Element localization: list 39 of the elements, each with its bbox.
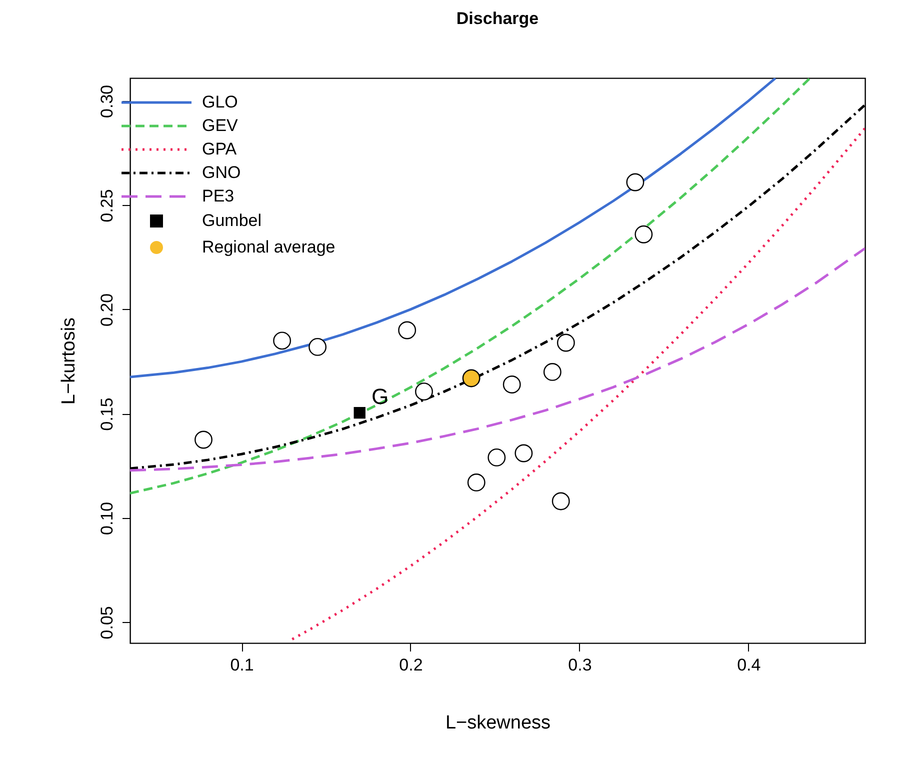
legend-label: Regional average: [202, 238, 336, 256]
legend-label: PE3: [202, 186, 234, 206]
point: [398, 321, 416, 340]
legend-label: GEV: [202, 116, 239, 135]
x-tick-label: 0.1: [230, 656, 254, 674]
x-axis-title: L−skewness: [445, 712, 551, 734]
line-series: [130, 78, 810, 495]
y-tick-label: 0.15: [98, 398, 116, 431]
point: [273, 332, 292, 350]
legend-label: GLO: [202, 92, 238, 112]
point: [467, 474, 486, 492]
line-series: [130, 78, 777, 378]
point: [194, 430, 212, 449]
point: [462, 369, 480, 388]
y-tick-label: 0.20: [98, 293, 116, 326]
point: [634, 225, 653, 244]
point: [552, 492, 570, 510]
y-axis-title: L−kurtosis: [58, 317, 80, 405]
point: [626, 173, 644, 192]
x-tick-label: 0.2: [399, 656, 423, 674]
annotation: G: [372, 384, 389, 409]
legend-label: GNO: [202, 163, 241, 182]
point: [543, 363, 562, 381]
point: [502, 376, 521, 394]
chart-title: Discharge: [456, 9, 539, 28]
y-tick-label: 0.05: [98, 606, 116, 640]
y-tick-label: 0.25: [98, 189, 116, 222]
x-tick-label: 0.4: [737, 656, 761, 674]
point: [556, 334, 575, 352]
point: [354, 406, 366, 419]
point: [415, 382, 433, 401]
y-tick-label: 0.10: [98, 502, 116, 535]
point: [514, 444, 533, 462]
legend-label: Gumbel: [202, 211, 262, 230]
x-tick-label: 0.3: [568, 656, 592, 674]
legend-label: GPA: [202, 140, 238, 158]
y-tick-label: 0.30: [98, 84, 116, 118]
point: [308, 338, 327, 356]
point: [488, 448, 506, 466]
